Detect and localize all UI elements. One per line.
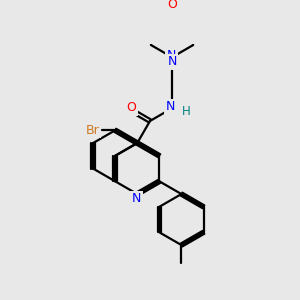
Text: O: O [126,101,136,114]
Text: N: N [132,192,141,205]
Text: N: N [167,55,177,68]
Text: O: O [167,0,177,11]
Text: Br: Br [85,124,99,137]
Text: N: N [166,100,176,113]
Text: H: H [182,105,190,118]
Text: N: N [167,50,176,62]
